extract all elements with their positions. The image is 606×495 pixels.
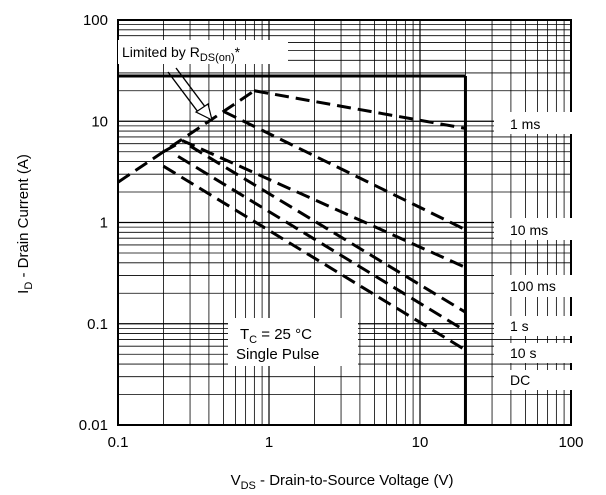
series-line-10ms — [222, 110, 467, 231]
series-label-10s: 10 s — [510, 345, 536, 361]
label-bg-1s — [494, 316, 572, 336]
label-layer: 1 ms 10 ms 100 ms 1 s 10 s DC Limited by… — [118, 40, 572, 390]
conditions-bg — [228, 318, 358, 366]
limited-by-bg — [118, 40, 288, 64]
series-line-1ms — [254, 89, 466, 130]
label-bg-1ms — [494, 112, 572, 134]
series-line-100ms — [162, 139, 467, 269]
series-line-10s — [177, 155, 467, 333]
series-label-100ms: 100 ms — [510, 278, 556, 294]
series-line-1s — [189, 144, 467, 314]
x-tick-label: 0.1 — [108, 434, 129, 451]
label-bg-100ms — [494, 275, 572, 297]
series-label-1ms: 1 ms — [510, 116, 540, 132]
series-line-dc — [162, 164, 467, 352]
y-axis-title: ID - Drain Current (A) — [15, 154, 35, 294]
x-tick-label: 100 — [558, 434, 583, 451]
x-tick-label: 10 — [412, 434, 429, 451]
conditions-line2: Single Pulse — [236, 346, 319, 363]
x-axis-title: VDS - Drain-to-Source Voltage (V) — [231, 472, 454, 492]
arrow-icon — [167, 67, 213, 122]
series-label-10ms: 10 ms — [510, 222, 548, 238]
dc-boundary — [118, 74, 467, 425]
y-tick-label: 0.01 — [79, 417, 108, 434]
conditions-line1: TC = 25 °C — [240, 326, 312, 346]
y-tick-label: 0.1 — [87, 316, 108, 333]
y-tick-label: 100 — [83, 12, 108, 29]
y-tick-label: 10 — [91, 113, 108, 130]
rdson-limit-line — [117, 89, 256, 184]
label-bg-10s — [494, 343, 572, 363]
series-label-1s: 1 s — [510, 318, 529, 334]
label-bg-10ms — [494, 218, 572, 240]
x-tick-label: 1 — [265, 434, 273, 451]
label-bg-dc — [494, 370, 572, 390]
limited-by-annotation: Limited by RDS(on)* — [122, 44, 241, 64]
series-label-dc: DC — [510, 372, 530, 388]
series-layer — [117, 89, 467, 352]
y-tick-label: 1 — [100, 215, 108, 232]
